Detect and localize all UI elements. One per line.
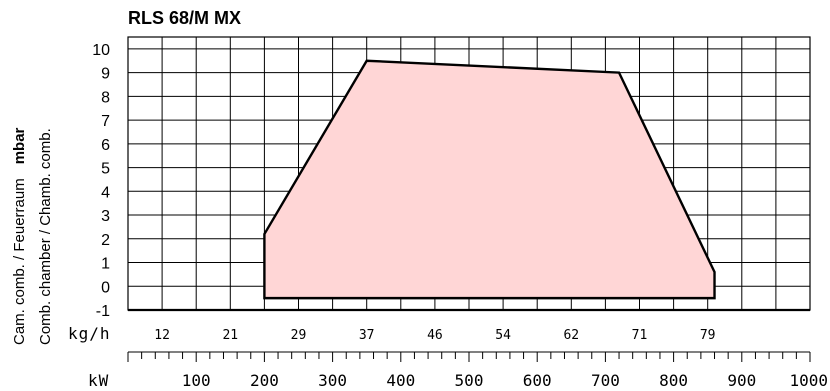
- kw-axis-name: kW: [88, 371, 109, 390]
- y-tick-label: 3: [101, 208, 110, 225]
- kg-per-hour-tick-label: 37: [359, 328, 375, 343]
- y-tick-label: 6: [101, 137, 110, 154]
- kg-per-hour-tick-label: 54: [495, 328, 511, 343]
- kw-tick-label: 800: [659, 371, 688, 390]
- y-tick-label: 1: [101, 256, 110, 273]
- y-tick-label: 2: [101, 232, 110, 249]
- kg-per-hour-tick-label: 79: [700, 328, 716, 343]
- y-tick-label: 10: [92, 42, 110, 59]
- y-axis-label-line2: Comb. chamber / Chamb. comb.: [37, 128, 54, 345]
- chart-title: RLS 68/M MX: [128, 8, 241, 28]
- kg-per-hour-tick-label: 21: [222, 328, 238, 343]
- kw-tick-label: 1000: [789, 371, 828, 390]
- kw-tick-label: 500: [455, 371, 484, 390]
- kw-scale-ticks: [127, 352, 811, 362]
- y-tick-label: 5: [101, 161, 110, 178]
- kw-tick-label: 200: [250, 371, 279, 390]
- kw-tick-labels: 100 200 300 400 500 600 700 800 900 1000: [182, 371, 828, 390]
- kw-tick-label: 100: [182, 371, 211, 390]
- y-tick-label: 7: [101, 113, 110, 130]
- y-tick-label: 0: [101, 279, 110, 296]
- y-tick-label: 8: [101, 89, 110, 106]
- y-tick-label: 4: [101, 184, 110, 201]
- kg-per-hour-tick-label: 71: [632, 328, 648, 343]
- kg-per-hour-tick-label: 29: [291, 328, 307, 343]
- kw-tick-label: 700: [591, 371, 620, 390]
- kg-per-hour-scale: 12 21 29 37 46 54 62 71 79: [154, 328, 715, 343]
- y-tick-label: 9: [101, 66, 110, 83]
- kw-tick-label: 600: [523, 371, 552, 390]
- kg-per-hour-axis-name: kg/h: [68, 324, 111, 343]
- working-field-area: [263, 59, 716, 300]
- kg-per-hour-tick-label: 12: [154, 328, 170, 343]
- y-axis-label-line1: Cam. comb. / Feuerraummbar: [11, 127, 28, 345]
- y-tick-label: -1: [96, 303, 110, 320]
- kw-tick-label: 300: [318, 371, 347, 390]
- kw-tick-label: 900: [727, 371, 756, 390]
- kg-per-hour-tick-label: 46: [427, 328, 443, 343]
- kw-tick-label: 400: [386, 371, 415, 390]
- kg-per-hour-tick-label: 62: [563, 328, 579, 343]
